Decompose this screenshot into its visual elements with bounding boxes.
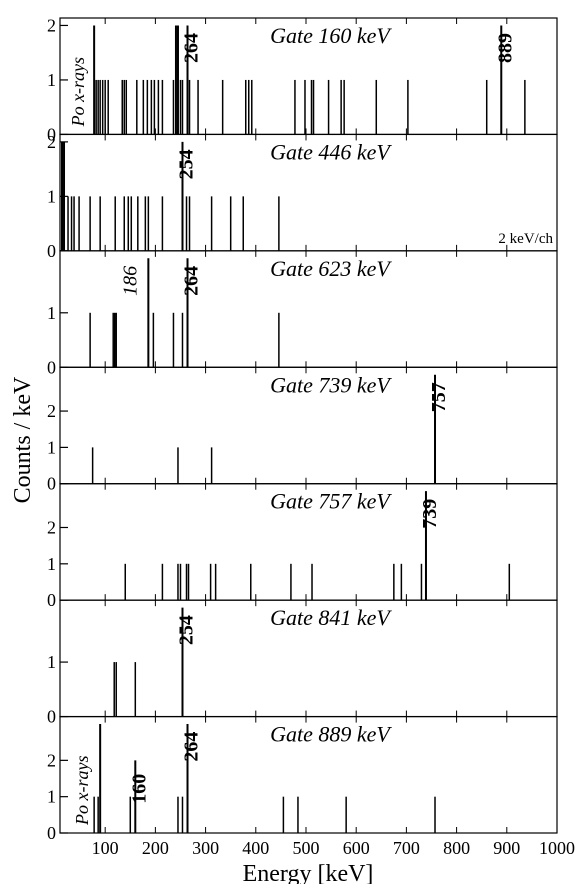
gate-label: Gate 623 keV (270, 256, 392, 281)
y-tick-label: 2 (47, 15, 56, 35)
peak-label: 254 (175, 149, 197, 179)
x-tick-label: 400 (242, 838, 269, 858)
gate-label: Gate 757 keV (270, 489, 392, 514)
panel-4: 0 1 2 Gate 739 keV 757 (47, 366, 558, 494)
y-tick-label: 1 (47, 70, 56, 90)
binning-note: 2 keV/ch (498, 231, 553, 247)
y-tick-label: 1 (47, 554, 56, 574)
x-tick-label: 100 (92, 838, 119, 858)
x-axis-title: Energy [keV] (243, 861, 374, 884)
gate-label: Gate 446 keV (270, 139, 392, 164)
gate-label: Gate 160 keV (270, 23, 392, 48)
y-axis-title: Counts / keV (10, 376, 36, 503)
y-tick-label: 2 (47, 517, 56, 537)
y-tick-label: 0 (47, 707, 56, 727)
y-tick-label: 0 (47, 590, 56, 610)
x-axis: 100 200 300 400 500 600 700 800 900 1000 (92, 838, 575, 858)
y-tick-label: 2 (47, 132, 56, 152)
y-tick-label: 1 (47, 652, 56, 672)
y-tick-label: 1 (47, 437, 56, 457)
x-tick-label: 500 (292, 838, 319, 858)
x-tick-label: 300 (192, 838, 219, 858)
peak-label: 757 (428, 382, 450, 412)
x-tick-label: 800 (443, 838, 470, 858)
gate-label: Gate 841 keV (270, 605, 392, 630)
peak-label: 889 (494, 33, 516, 63)
panel-6: 0 1 Gate 841 keV 254 (47, 599, 558, 727)
panels-group: 0 1 2 Gate 160 keV 264 889 Po x-rays 0 1 2 Gate 44… (47, 15, 558, 843)
y-tick-label: 2 (47, 750, 56, 770)
panel-3: 0 1 Gate 623 keV 186 264 (47, 250, 558, 377)
peak-label: 739 (419, 499, 441, 529)
y-tick-label: 0 (47, 357, 56, 377)
peak-label: 264 (181, 732, 203, 762)
x-tick-label: 600 (343, 838, 370, 858)
peak-label: Po x-rays (72, 756, 92, 826)
x-tick-label: 200 (142, 838, 169, 858)
y-tick-label: 1 (47, 186, 56, 206)
peak-label: 264 (181, 33, 203, 63)
y-tick-label: 0 (47, 124, 56, 144)
peak-label: 264 (181, 266, 203, 296)
y-tick-label: 0 (47, 241, 56, 261)
panel-frame (59, 715, 558, 834)
y-tick-label: 0 (47, 474, 56, 494)
x-tick-label: 1000 (539, 838, 575, 858)
y-tick-label: 1 (47, 787, 56, 807)
peak-label: 160 (128, 774, 150, 804)
peak-label: 186 (119, 266, 141, 296)
peak-label: 254 (175, 615, 197, 645)
gate-label: Gate 739 keV (270, 372, 392, 397)
panel-5: 0 1 2 Gate 757 keV 739 (47, 483, 558, 610)
y-tick-label: 1 (47, 303, 56, 323)
y-tick-label: 2 (47, 401, 56, 421)
x-tick-label: 700 (393, 838, 420, 858)
y-tick-label: 0 (47, 823, 56, 843)
x-tick-label: 900 (493, 838, 520, 858)
panel-7: 0 1 2 Gate 889 keV 160 264 Po x-rays (47, 715, 558, 843)
panel-2: 0 1 2 Gate 446 keV 2 keV/ch 254 (47, 132, 558, 261)
panel-1: 0 1 2 Gate 160 keV 264 889 Po x-rays (47, 15, 558, 144)
gate-label: Gate 889 keV (270, 722, 392, 747)
peak-label: Po x-rays (68, 57, 88, 127)
